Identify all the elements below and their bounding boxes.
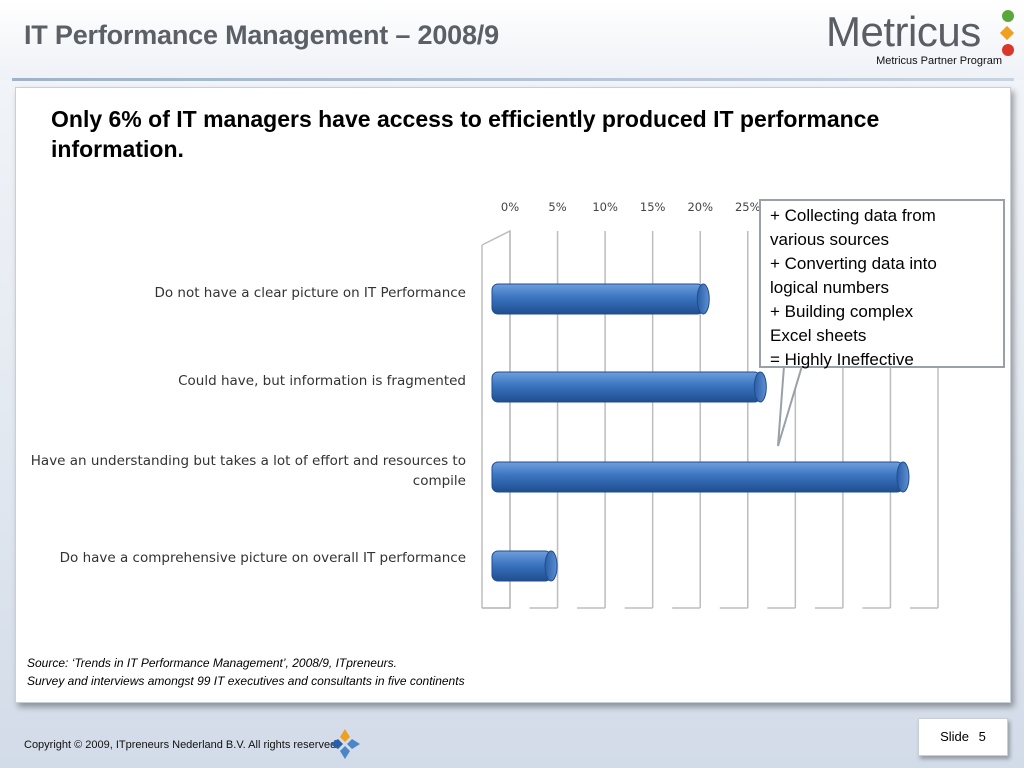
- x-tick-label: 5%: [548, 200, 566, 214]
- x-tick-label: 0%: [501, 200, 519, 214]
- source-note: Source: ‘Trends in IT Performance Manage…: [27, 654, 465, 690]
- category-label: Have an understanding but takes a lot of…: [30, 453, 466, 489]
- bar-cap: [753, 371, 767, 403]
- bar-cap: [696, 283, 710, 315]
- x-axis-ticks: 0% 5% 10% 15% 20% 25%: [501, 200, 761, 214]
- category-label: Do have a comprehensive picture on overa…: [59, 550, 466, 566]
- logo-red-dot-icon: [1002, 44, 1014, 56]
- slide-title: IT Performance Management – 2008/9: [24, 20, 499, 50]
- callout-line: + Collecting data from: [770, 206, 936, 225]
- bar: [491, 283, 710, 315]
- itpreneurs-logo-icon: [330, 729, 360, 759]
- source-line: Survey and interviews amongst 99 IT exec…: [27, 674, 465, 688]
- bar: [491, 371, 767, 403]
- slide-number-box: Slide 5: [918, 718, 1008, 756]
- callout-line: Excel sheets: [770, 326, 867, 345]
- callout-line: logical numbers: [770, 278, 890, 297]
- slide-header: IT Performance Management – 2008/9 Metri…: [0, 0, 1024, 81]
- callout-line: = Highly Ineffective: [770, 350, 914, 369]
- logo-green-dot-icon: [1002, 10, 1014, 22]
- callout-box: + Collecting data from various sources +…: [759, 199, 1005, 369]
- category-label: Do not have a clear picture on IT Perfor…: [154, 285, 466, 301]
- headline: Only 6% of IT managers have access to ef…: [51, 106, 880, 162]
- x-tick-label: 15%: [640, 200, 666, 214]
- logo-subtitle: Metricus Partner Program: [876, 55, 1002, 67]
- copyright-text: Copyright © 2009, ITpreneurs Nederland B…: [24, 739, 340, 751]
- category-label: Could have, but information is fragmente…: [178, 373, 466, 389]
- slide-label: Slide: [940, 729, 970, 744]
- bar-cap: [896, 461, 910, 493]
- chart-bars: [491, 283, 910, 582]
- x-tick-label: 10%: [592, 200, 618, 214]
- bar: [491, 550, 558, 582]
- bar-cap: [544, 550, 558, 582]
- source-line: Source: ‘Trends in IT Performance Manage…: [27, 656, 397, 670]
- logo-orange-diamond-icon: [999, 25, 1015, 41]
- callout-line: various sources: [770, 230, 890, 249]
- content-panel: Only 6% of IT managers have access to ef…: [15, 87, 1011, 703]
- callout-line: + Converting data into: [770, 254, 937, 273]
- x-tick-label: 25%: [735, 200, 761, 214]
- bar: [491, 461, 910, 493]
- header-divider: [12, 78, 1014, 81]
- bar-chart: 0% 5% 10% 15% 20% 25%: [481, 200, 939, 609]
- callout-line: + Building complex: [770, 302, 914, 321]
- logo-wordmark: Metricus: [826, 8, 981, 55]
- metricus-logo: Metricus Metricus Partner Program: [826, 8, 1016, 72]
- x-tick-label: 20%: [687, 200, 713, 214]
- plot-wall: [481, 229, 511, 609]
- slide-number: 5: [978, 729, 986, 744]
